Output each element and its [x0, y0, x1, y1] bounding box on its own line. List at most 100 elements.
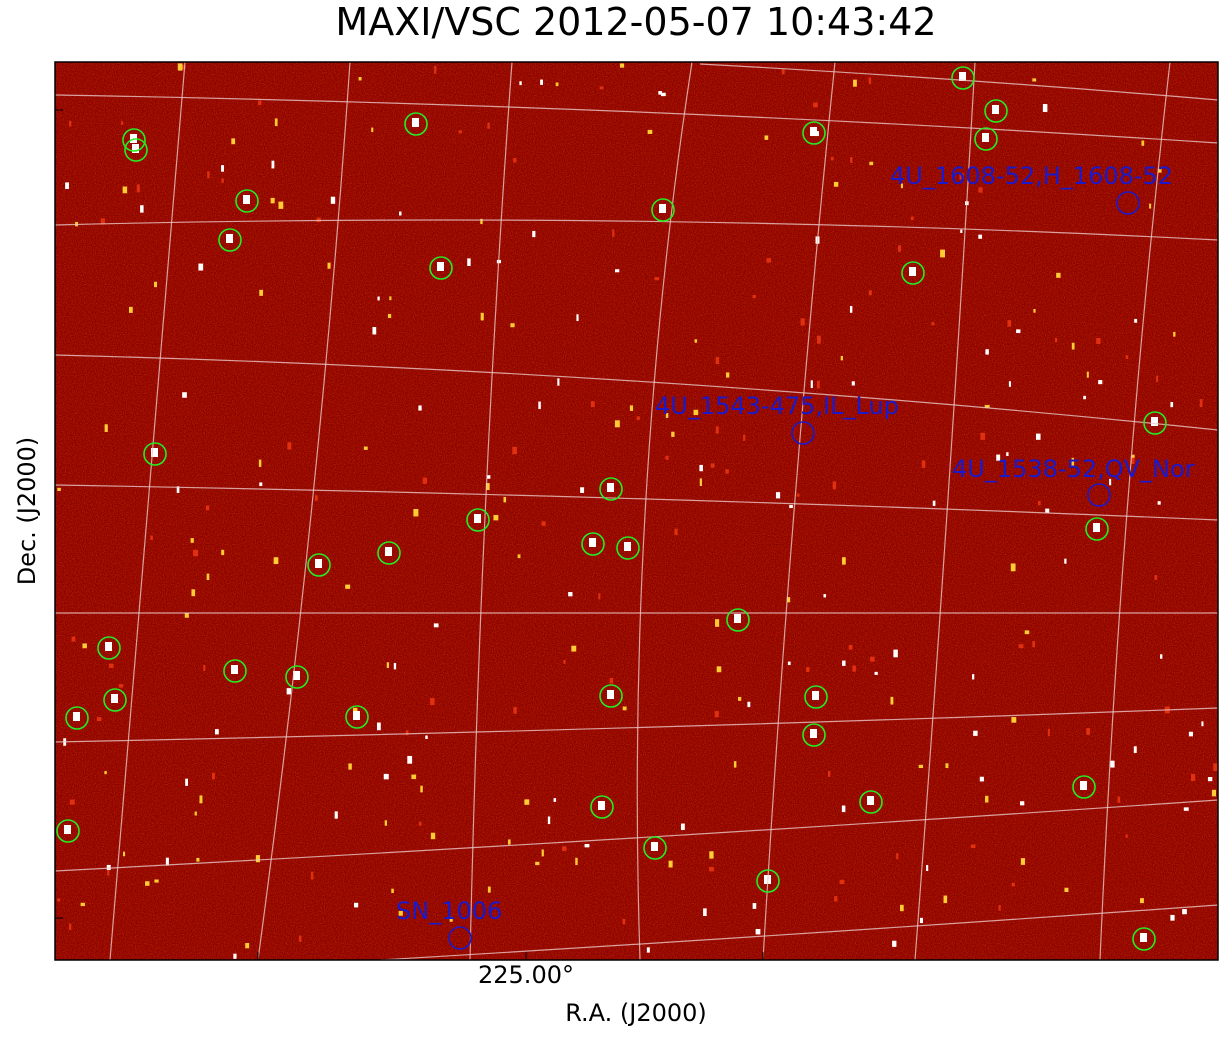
bright-pixel — [1016, 329, 1021, 334]
bright-pixel — [612, 229, 615, 238]
bright-pixel — [243, 195, 250, 204]
grid-line — [914, 62, 976, 960]
bright-pixel — [945, 763, 949, 769]
bright-pixel — [810, 127, 817, 136]
bright-pixel — [992, 105, 999, 114]
bright-pixel — [557, 378, 560, 386]
grid-line — [762, 62, 836, 960]
bright-pixel — [132, 144, 139, 153]
bright-pixel — [553, 798, 557, 802]
bright-pixel — [868, 290, 872, 296]
x-axis-label: R.A. (J2000) — [565, 999, 707, 1027]
bright-pixel — [890, 696, 894, 705]
bright-pixel — [796, 493, 800, 497]
bright-pixel — [651, 842, 658, 851]
bright-pixel — [128, 306, 133, 313]
bright-pixel — [480, 312, 484, 321]
bright-pixel — [1010, 563, 1016, 572]
catalog-circle — [448, 926, 472, 950]
noise — [55, 62, 1218, 960]
bright-pixel — [1011, 882, 1016, 887]
bright-pixel — [513, 707, 517, 714]
bright-pixel — [136, 184, 140, 193]
bright-pixel — [832, 481, 837, 490]
bright-pixel — [1149, 203, 1152, 209]
source-circle — [1132, 927, 1156, 951]
bright-pixel — [233, 953, 237, 959]
source-circle — [65, 706, 89, 730]
bright-pixel — [535, 861, 540, 866]
grid-line — [699, 63, 1218, 101]
grid-line — [379, 904, 1218, 960]
bright-pixel — [1086, 371, 1089, 378]
bright-pixel — [104, 771, 107, 775]
bright-pixel — [841, 805, 846, 813]
grid-line — [469, 62, 513, 960]
bright-pixel — [1130, 456, 1135, 464]
bright-pixel — [73, 712, 80, 721]
bright-pixel — [699, 464, 703, 472]
bright-pixel — [231, 665, 238, 674]
bright-pixel — [293, 671, 300, 680]
bright-pixel — [816, 380, 820, 389]
bright-pixel — [196, 857, 200, 862]
bright-pixel — [287, 442, 292, 450]
bright-pixel — [1170, 914, 1175, 921]
bright-pixel — [1047, 728, 1050, 737]
source-circle — [124, 138, 148, 162]
bright-pixel — [1042, 104, 1048, 112]
bright-pixel — [422, 477, 428, 484]
bright-pixel — [363, 446, 368, 450]
bright-pixel — [1008, 381, 1011, 387]
grid-line — [55, 799, 1218, 872]
bright-pixel — [185, 778, 189, 786]
bright-pixel — [931, 322, 935, 326]
bright-pixel — [507, 839, 511, 845]
bright-pixel — [384, 820, 388, 826]
bright-pixel — [694, 339, 698, 343]
bright-pixel — [589, 538, 596, 547]
bright-pixel — [674, 528, 678, 535]
bright-pixel — [909, 267, 916, 276]
catalog-circle — [1087, 483, 1111, 507]
bright-pixel — [258, 100, 262, 105]
bright-pixel — [715, 426, 719, 434]
bright-pixel — [221, 165, 224, 172]
bright-pixel — [1207, 777, 1213, 782]
bright-pixel — [437, 262, 444, 271]
bright-pixel — [420, 785, 423, 793]
source-circle — [599, 684, 623, 708]
bright-pixel — [734, 614, 741, 623]
bright-pixel — [982, 133, 989, 142]
bright-pixel — [540, 79, 543, 85]
bright-pixel — [111, 694, 118, 703]
bright-pixel — [411, 774, 417, 780]
bright-pixel — [532, 230, 536, 238]
bright-pixel — [120, 121, 124, 125]
bright-pixel — [867, 796, 874, 805]
bright-pixel — [211, 772, 215, 780]
bright-pixel — [1007, 320, 1012, 327]
bright-pixel — [980, 432, 986, 440]
y-axis-label: Dec. (J2000) — [13, 437, 41, 586]
bright-pixel — [910, 216, 914, 221]
bright-pixel — [598, 593, 601, 600]
bright-pixel — [1182, 909, 1187, 915]
bright-pixel — [493, 515, 499, 521]
bright-pixel — [1109, 478, 1112, 486]
bright-pixel — [842, 660, 846, 666]
bright-pixel — [327, 262, 331, 269]
grid-line — [55, 94, 1218, 144]
bright-pixel — [764, 135, 769, 140]
bright-pixel — [1211, 789, 1217, 797]
bright-pixel — [896, 853, 899, 860]
source-circle — [218, 228, 242, 252]
bright-pixel — [996, 454, 1001, 461]
bright-pixel — [1199, 399, 1203, 408]
bright-pixel — [68, 923, 72, 930]
bright-pixel — [1140, 898, 1144, 904]
bright-pixel — [842, 557, 846, 565]
bright-pixel — [190, 538, 194, 543]
bright-pixel — [1160, 654, 1163, 659]
bright-pixel — [298, 935, 302, 942]
